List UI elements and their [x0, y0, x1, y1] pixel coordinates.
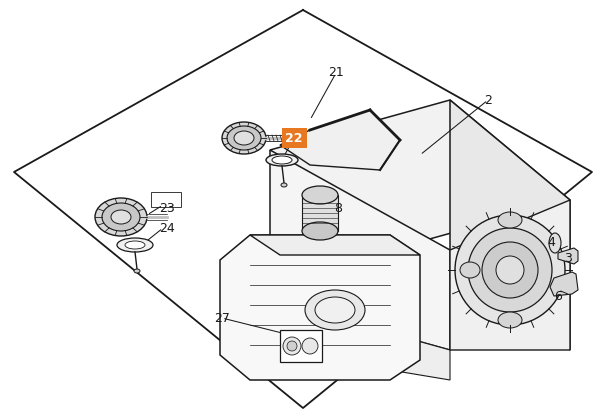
Text: 23: 23 — [159, 201, 175, 215]
Polygon shape — [280, 330, 322, 362]
Ellipse shape — [302, 222, 338, 240]
Ellipse shape — [460, 262, 480, 278]
Ellipse shape — [455, 215, 565, 325]
Text: 22: 22 — [285, 131, 303, 144]
Ellipse shape — [498, 312, 522, 328]
Ellipse shape — [222, 122, 266, 154]
Ellipse shape — [266, 154, 298, 166]
Ellipse shape — [498, 212, 522, 228]
Ellipse shape — [95, 198, 147, 236]
Ellipse shape — [549, 233, 561, 253]
Ellipse shape — [287, 341, 297, 351]
Ellipse shape — [117, 238, 153, 252]
Polygon shape — [270, 100, 570, 250]
Polygon shape — [280, 110, 400, 170]
Polygon shape — [270, 150, 450, 350]
Polygon shape — [550, 272, 578, 296]
Text: 21: 21 — [328, 67, 344, 79]
Ellipse shape — [227, 126, 261, 150]
Ellipse shape — [281, 183, 287, 187]
Text: 3: 3 — [564, 252, 572, 265]
Text: 27: 27 — [214, 312, 230, 324]
Polygon shape — [558, 248, 578, 264]
Ellipse shape — [102, 203, 140, 231]
Ellipse shape — [283, 337, 301, 355]
Ellipse shape — [305, 290, 365, 330]
Text: 6: 6 — [554, 290, 562, 302]
Ellipse shape — [302, 338, 318, 354]
Text: 8: 8 — [334, 201, 342, 215]
Ellipse shape — [302, 186, 338, 204]
Ellipse shape — [315, 297, 355, 323]
Text: 2: 2 — [484, 94, 492, 106]
Polygon shape — [302, 195, 338, 231]
Polygon shape — [450, 200, 570, 350]
Ellipse shape — [134, 269, 140, 273]
Polygon shape — [220, 235, 420, 380]
Polygon shape — [250, 235, 420, 255]
Ellipse shape — [468, 228, 552, 312]
Ellipse shape — [125, 241, 145, 249]
Polygon shape — [450, 100, 570, 350]
Ellipse shape — [496, 256, 524, 284]
Ellipse shape — [272, 156, 292, 164]
Ellipse shape — [234, 131, 254, 145]
Text: 4: 4 — [547, 235, 555, 248]
Ellipse shape — [111, 210, 131, 224]
Polygon shape — [151, 192, 181, 207]
Text: 24: 24 — [159, 221, 175, 235]
Polygon shape — [270, 300, 450, 380]
Ellipse shape — [482, 242, 538, 298]
